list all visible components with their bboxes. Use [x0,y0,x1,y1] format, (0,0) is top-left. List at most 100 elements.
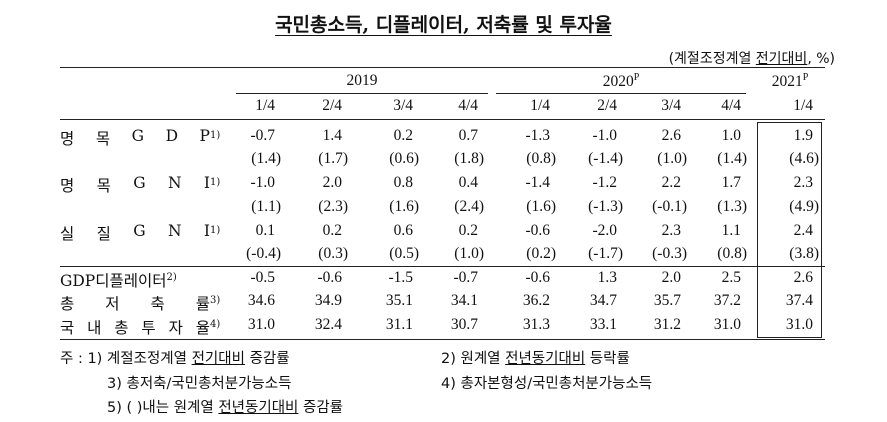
row-label: 명 목 G N I 1) [60,174,221,195]
table-cell-yoy: (4.6) [789,150,819,167]
table-cell: -0.6 [525,269,550,286]
table-cell-yoy: (1.8) [454,150,484,167]
table-cell: 0.1 [255,222,275,239]
table-cell-yoy: (1.6) [526,198,556,215]
table-cell: 30.7 [450,316,478,333]
table-cell: 0.6 [393,222,413,239]
table-cell: 2.3 [661,222,681,239]
table-cell: 0.2 [322,222,342,239]
table-cell: 34.7 [589,292,617,309]
table-cell: 34.6 [247,292,275,309]
quarter-header: 4/4 [458,97,478,114]
table-cell: 36.2 [522,292,550,309]
table-cell: 2.2 [661,174,681,191]
table-cell: -1.5 [388,269,413,286]
table-cell: 1.9 [793,127,813,144]
table-cell: 0.4 [458,174,478,191]
table-cell: 0.7 [458,127,478,144]
table-cell: 37.4 [785,292,813,309]
table-cell: 1.4 [322,127,342,144]
table-cell-yoy: (1.3) [717,198,747,215]
table-cell-yoy: (2.4) [454,198,484,215]
table-cell: 35.7 [653,292,681,309]
quarter-header: 1/4 [530,97,550,114]
quarter-header: 3/4 [393,97,413,114]
table-cell: 31.0 [785,316,813,333]
table-cell-yoy: (1.6) [389,198,419,215]
table-cell: -0.6 [317,269,342,286]
table-cell: 1.3 [597,269,617,286]
table-cell: 34.1 [450,292,478,309]
table-title: 국민총소득, 디플레이터, 저축률 및 투자율 [275,14,612,36]
top-rule [60,67,825,68]
table-cell: 0.2 [393,127,413,144]
table-cell: 1.1 [721,222,741,239]
table-cell-yoy: (0.2) [526,245,556,262]
note-5: 5) ( )내는 원계열 전년동기대비 증감률 [107,400,344,416]
deflator-top-rule [60,266,825,267]
year-header-2020: 2020P [602,72,640,91]
quarter-header: 4/4 [721,97,741,114]
note-4: 4) 총자본형성/국민총처분가능소득 [441,376,653,392]
quarter-header: 1/4 [793,97,813,114]
table-cell: 33.1 [589,316,617,333]
table-cell: 2.3 [793,174,813,191]
year-header-2021: 2021P [771,72,809,91]
table-cell: -0.7 [453,269,478,286]
note-2: 2) 원계열 전년동기대비 등락률 [441,351,630,367]
table-cell: -1.0 [592,127,617,144]
highlight-box-2021 [757,122,822,338]
table-cell: 2.4 [793,222,813,239]
table-cell: 31.1 [385,316,413,333]
table-cell: 1.7 [721,174,741,191]
table-cell: -0.7 [250,127,275,144]
header-bottom-rule [60,119,825,120]
quarter-header: 2/4 [597,97,617,114]
table-cell: 31.3 [522,316,550,333]
table-cell-yoy: (-1.3) [588,198,623,215]
row-label: 총 저 축 률 3) [60,294,221,313]
unit-note: (계절조정계열 전기대비, %) [668,51,835,67]
table-cell-yoy: (0.8) [717,245,747,262]
quarter-header: 3/4 [661,97,681,114]
table-cell: 0.2 [458,222,478,239]
row-label: 실 질 G N I 1) [60,222,221,243]
year-2019-rule [236,93,488,94]
table-cell: -2.0 [592,222,617,239]
table-cell: 34.9 [314,292,342,309]
table-cell: -1.0 [250,174,275,191]
table-cell-yoy: (1.4) [717,150,747,167]
table-cell: 0.8 [393,174,413,191]
table-cell: -0.5 [250,269,275,286]
table-cell: 31.0 [713,316,741,333]
table-cell: 31.2 [653,316,681,333]
table-cell-yoy: (1.7) [318,150,348,167]
table-cell-yoy: (-0.1) [652,198,687,215]
table-cell: 37.2 [713,292,741,309]
row-label: 국 내 총 투 자 율 4) [60,318,221,337]
table-cell-yoy: (1.4) [251,150,281,167]
table-cell: 2.0 [661,269,681,286]
table-cell-yoy: (0.6) [389,150,419,167]
table-cell-yoy: (-0.4) [246,245,281,262]
table-cell-yoy: (3.8) [789,245,819,262]
table-cell: -1.2 [592,174,617,191]
year-header-2019: 2019 [346,72,378,89]
table-bottom-rule [60,339,825,340]
table-cell: -1.3 [525,127,550,144]
table-cell: 2.6 [661,127,681,144]
quarter-header: 2/4 [322,97,342,114]
table-cell: 1.0 [721,127,741,144]
table-cell-yoy: (0.5) [389,245,419,262]
year-2020-rule [496,93,746,94]
table-cell-yoy: (0.8) [526,150,556,167]
table-cell-yoy: (4.9) [789,198,819,215]
table-cell-yoy: (0.3) [318,245,348,262]
table-cell-yoy: (-0.3) [652,245,687,262]
table-cell-yoy: (2.3) [318,198,348,215]
table-cell: -1.4 [525,174,550,191]
table-cell-yoy: (1.0) [657,150,687,167]
table-cell-yoy: (-1.4) [588,150,623,167]
table-cell: 35.1 [385,292,413,309]
table-cell: -0.6 [525,222,550,239]
